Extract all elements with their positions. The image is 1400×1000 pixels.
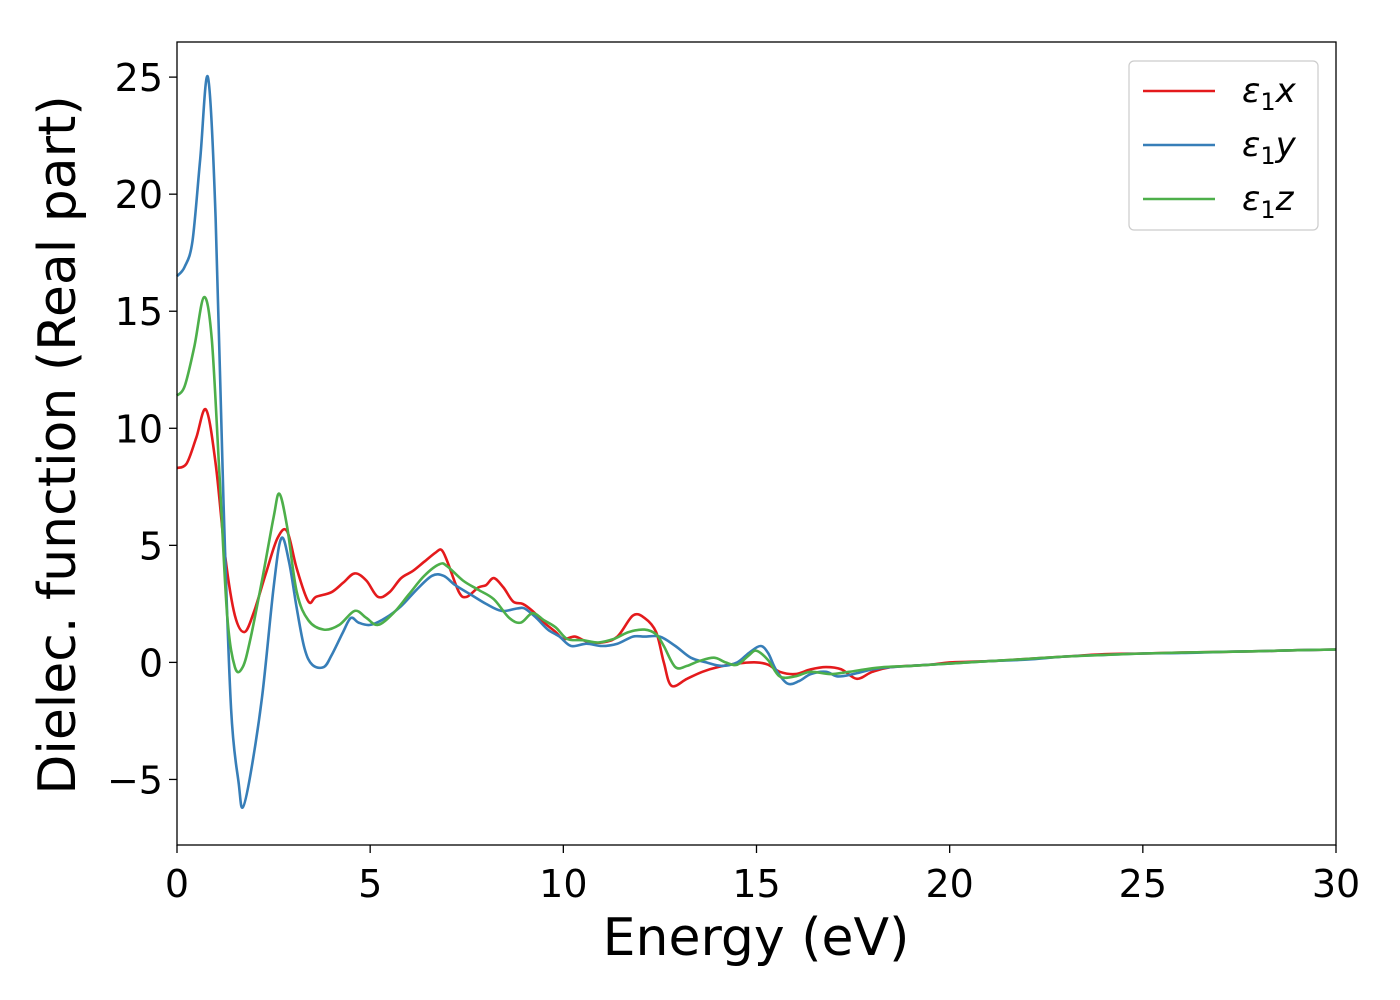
legend-label-eps1y: ε1y: [1242, 125, 1297, 170]
y-tick-label: 10: [115, 407, 163, 451]
y-axis-ticks: −5 0 5 10 15 20 25: [107, 56, 177, 802]
x-tick-label: 0: [165, 862, 189, 906]
y-tick-label: 25: [115, 56, 163, 100]
y-axis-label: Dielec. function (Real part): [28, 95, 88, 794]
y-tick-label: 20: [115, 173, 163, 217]
x-tick-label: 30: [1312, 862, 1360, 906]
y-tick-label: 15: [115, 290, 163, 334]
series-line-eps1x: [176, 407, 1337, 688]
x-tick-label: 25: [1119, 862, 1167, 906]
x-axis-ticks: 0 5 10 15 20 25 30: [165, 845, 1360, 906]
x-tick-label: 5: [358, 862, 382, 906]
y-tick-label: 0: [139, 641, 163, 685]
x-tick-label: 10: [539, 862, 587, 906]
legend-label-eps1x: ε1x: [1242, 71, 1297, 116]
legend: ε1x ε1y ε1z: [1128, 60, 1319, 231]
x-tick-label: 15: [732, 862, 780, 906]
y-tick-label: 5: [139, 524, 163, 568]
legend-label-eps1z: ε1z: [1242, 179, 1295, 224]
x-axis-label: Energy (eV): [603, 908, 910, 968]
series-line-eps1z: [175, 295, 1337, 680]
x-tick-label: 20: [925, 862, 973, 906]
legend-box: [1128, 60, 1319, 231]
series-layer: [175, 74, 1337, 809]
y-tick-label: −5: [107, 758, 163, 802]
